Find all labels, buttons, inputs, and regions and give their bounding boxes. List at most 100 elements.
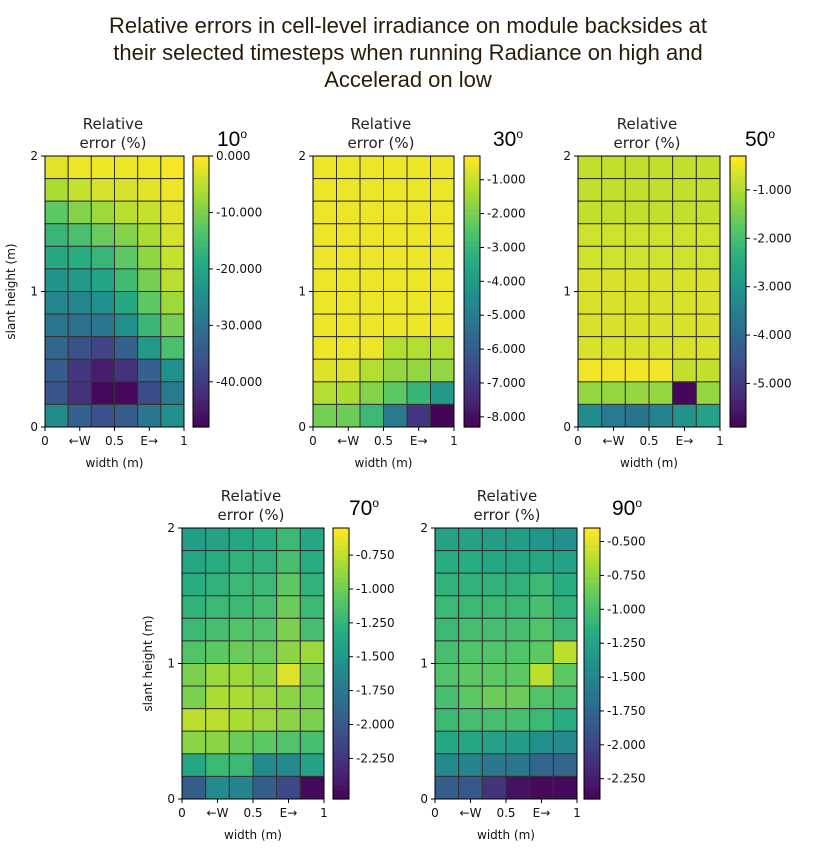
y-tick-label: 0	[563, 420, 571, 434]
heatmap-cell	[529, 617, 554, 642]
degree-symbol: o	[768, 127, 775, 141]
colorbar-tick-label: -6.000	[487, 342, 526, 356]
panel-title-line-1: Relative	[83, 115, 144, 133]
colorbar-segment	[464, 336, 480, 342]
heatmap-cell	[552, 730, 578, 755]
heatmap-cell	[552, 640, 578, 665]
heatmap-cell	[434, 617, 460, 642]
colorbar-segment	[584, 663, 600, 669]
panel-angle-label: 30o	[493, 127, 523, 151]
heatmap-cell	[529, 550, 554, 574]
colorbar-segment	[333, 722, 349, 728]
heatmap-cell	[529, 663, 554, 687]
colorbar-tick-label: -1.000	[487, 173, 526, 187]
colorbar-segment	[730, 273, 746, 279]
heatmap-cell	[434, 595, 460, 619]
colorbar-segment	[464, 341, 480, 347]
panel-title-line-1: Relative	[351, 115, 412, 133]
colorbar-segment	[193, 327, 209, 333]
colorbar-segment	[464, 196, 480, 202]
x-tick-label: 0.5	[243, 806, 262, 820]
colorbar-segment	[730, 268, 746, 275]
colorbar-segment	[333, 668, 349, 674]
colorbar-segment	[193, 368, 209, 374]
colorbar-segment	[464, 318, 480, 324]
colorbar-tick-label: -3.000	[753, 280, 792, 294]
colorbar-segment	[730, 277, 746, 284]
colorbar-segment	[584, 622, 600, 628]
colorbar-tick-label: -8.000	[487, 410, 526, 424]
colorbar-segment	[730, 196, 746, 202]
colorbar-segment	[464, 169, 480, 175]
colorbar-segment	[464, 350, 480, 356]
colorbar-segment	[333, 677, 349, 683]
colorbar-segment	[464, 264, 480, 270]
colorbar-segment	[584, 658, 600, 665]
colorbar-segment	[333, 654, 349, 660]
colorbar-segment	[333, 753, 349, 759]
heatmap-cell	[481, 640, 507, 665]
colorbar-segment	[464, 160, 480, 166]
colorbar-segment	[584, 528, 600, 534]
colorbar-segment	[584, 532, 600, 538]
colorbar-segment	[464, 201, 480, 207]
colorbar-segment	[584, 555, 600, 561]
colorbar-segment	[464, 332, 480, 338]
colorbar-segment	[730, 255, 746, 261]
colorbar	[333, 528, 349, 800]
colorbar-segment	[464, 363, 480, 369]
colorbar-segment	[193, 282, 209, 288]
colorbar-segment	[193, 323, 209, 329]
colorbar-tick-label: -7.000	[487, 376, 526, 390]
heatmap-cell	[552, 775, 578, 800]
colorbar-segment	[193, 359, 209, 365]
x-tick-label: ←W	[603, 434, 625, 448]
colorbar-segment	[584, 753, 600, 759]
x-axis-label: width (m)	[620, 456, 678, 470]
colorbar-segment	[333, 546, 349, 552]
heatmap-cell	[529, 595, 554, 619]
colorbar-segment	[584, 649, 600, 656]
heatmap-cell	[458, 775, 483, 800]
colorbar-segment	[464, 345, 480, 351]
colorbar-segment	[730, 214, 746, 220]
colorbar-segment	[464, 268, 480, 275]
colorbar-segment	[464, 165, 480, 171]
colorbar-segment	[333, 749, 349, 755]
heatmap-cell	[481, 527, 507, 552]
colorbar-segment	[584, 686, 600, 692]
x-tick-label: 0.5	[374, 434, 393, 448]
colorbar-segment	[333, 595, 349, 601]
colorbar-segment	[584, 762, 600, 768]
heatmap-cell	[481, 617, 507, 642]
colorbar-segment	[333, 613, 349, 619]
colorbar-segment	[333, 568, 349, 574]
colorbar-segment	[193, 341, 209, 347]
heatmap-cell	[458, 595, 483, 619]
x-tick-label: 0.5	[639, 434, 658, 448]
colorbar-segment	[730, 336, 746, 342]
colorbar-segment	[193, 201, 209, 207]
colorbar-segment	[584, 713, 600, 719]
colorbar-segment	[730, 327, 746, 333]
colorbar-segment	[464, 286, 480, 293]
colorbar-segment	[193, 336, 209, 342]
colorbar-segment	[730, 264, 746, 270]
colorbar-tick-label: -20.000	[216, 262, 262, 276]
colorbar-segment	[193, 413, 209, 419]
colorbar-segment	[193, 264, 209, 270]
colorbar-segment	[333, 528, 349, 534]
colorbar-segment	[584, 568, 600, 574]
heatmap-cell	[434, 685, 460, 710]
figure-title: Relative errors in cell-level irradiance…	[0, 12, 816, 93]
colorbar-segment	[193, 305, 209, 311]
heatmap-cell	[458, 753, 483, 777]
colorbar-segment	[333, 704, 349, 710]
colorbar-segment	[464, 187, 480, 193]
panel-title-line-1: Relative	[221, 487, 282, 505]
colorbar-tick-label: -2.250	[356, 751, 395, 765]
colorbar-segment	[730, 205, 746, 211]
colorbar-segment	[464, 296, 480, 302]
